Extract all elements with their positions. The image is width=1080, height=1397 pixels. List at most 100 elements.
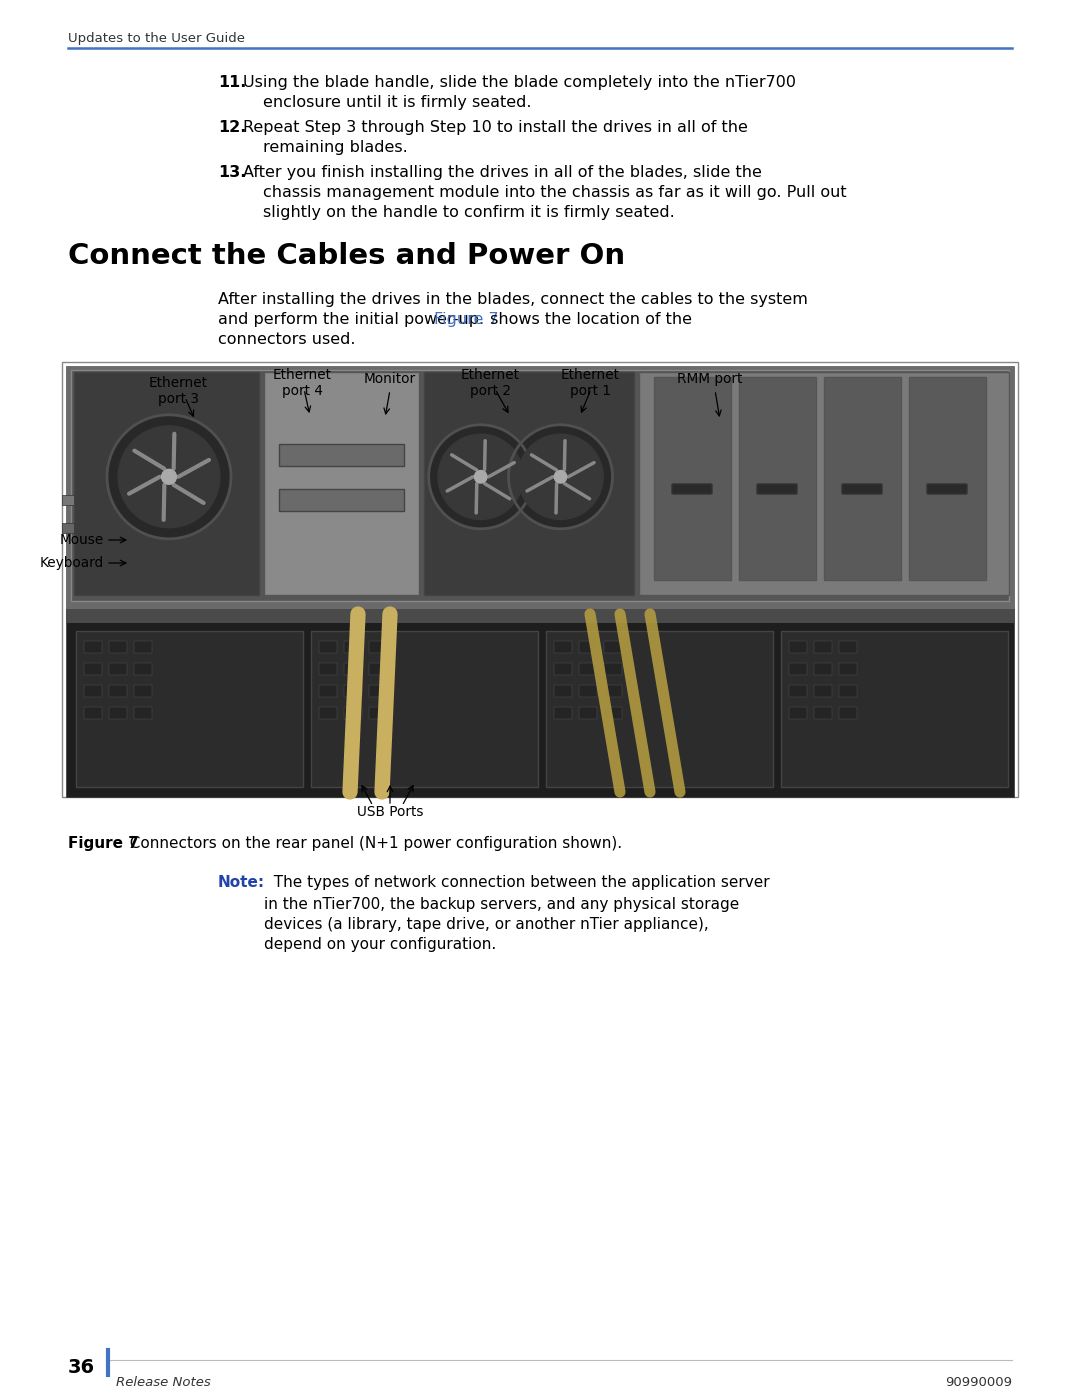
Text: Ethernet
port 3: Ethernet port 3	[149, 376, 207, 407]
FancyBboxPatch shape	[839, 664, 858, 675]
Text: Figure 7: Figure 7	[68, 835, 139, 851]
FancyBboxPatch shape	[369, 707, 387, 719]
FancyBboxPatch shape	[264, 372, 419, 595]
FancyBboxPatch shape	[109, 685, 127, 697]
FancyBboxPatch shape	[66, 609, 1014, 798]
Text: connectors used.: connectors used.	[218, 332, 355, 346]
Text: enclosure until it is firmly seated.: enclosure until it is firmly seated.	[264, 95, 531, 110]
FancyBboxPatch shape	[789, 707, 807, 719]
FancyBboxPatch shape	[75, 372, 259, 595]
FancyBboxPatch shape	[109, 641, 127, 652]
FancyBboxPatch shape	[909, 377, 986, 580]
FancyBboxPatch shape	[62, 362, 1018, 798]
FancyBboxPatch shape	[345, 685, 362, 697]
Text: depend on your configuration.: depend on your configuration.	[264, 937, 496, 951]
FancyBboxPatch shape	[319, 707, 337, 719]
Text: Using the blade handle, slide the blade completely into the nTier700: Using the blade handle, slide the blade …	[243, 75, 796, 89]
FancyBboxPatch shape	[842, 483, 882, 495]
FancyBboxPatch shape	[927, 483, 967, 495]
FancyBboxPatch shape	[369, 664, 387, 675]
FancyBboxPatch shape	[84, 664, 102, 675]
FancyBboxPatch shape	[66, 609, 1014, 623]
FancyBboxPatch shape	[814, 685, 832, 697]
Text: slightly on the handle to confirm it is firmly seated.: slightly on the handle to confirm it is …	[264, 205, 675, 219]
FancyBboxPatch shape	[757, 483, 797, 495]
FancyBboxPatch shape	[604, 664, 622, 675]
Text: in the nTier700, the backup servers, and any physical storage: in the nTier700, the backup servers, and…	[264, 897, 739, 912]
Circle shape	[509, 425, 612, 529]
FancyBboxPatch shape	[62, 522, 75, 532]
FancyBboxPatch shape	[814, 707, 832, 719]
FancyBboxPatch shape	[62, 495, 75, 504]
Text: 12.: 12.	[218, 120, 246, 136]
FancyBboxPatch shape	[546, 631, 773, 787]
Text: Ethernet
port 1: Ethernet port 1	[561, 367, 620, 398]
FancyBboxPatch shape	[554, 664, 572, 675]
FancyBboxPatch shape	[311, 631, 538, 787]
FancyBboxPatch shape	[319, 685, 337, 697]
FancyBboxPatch shape	[134, 664, 152, 675]
FancyBboxPatch shape	[134, 641, 152, 652]
FancyBboxPatch shape	[639, 372, 1009, 595]
Text: After installing the drives in the blades, connect the cables to the system: After installing the drives in the blade…	[218, 292, 808, 307]
Circle shape	[107, 415, 231, 539]
FancyBboxPatch shape	[66, 366, 1014, 609]
Text: After you finish installing the drives in all of the blades, slide the: After you finish installing the drives i…	[243, 165, 761, 180]
Text: 36: 36	[68, 1358, 95, 1377]
Text: Release Notes: Release Notes	[116, 1376, 211, 1389]
FancyBboxPatch shape	[839, 707, 858, 719]
FancyBboxPatch shape	[134, 707, 152, 719]
FancyBboxPatch shape	[109, 664, 127, 675]
FancyBboxPatch shape	[739, 377, 816, 580]
Text: Monitor: Monitor	[364, 372, 416, 386]
Text: Ethernet
port 2: Ethernet port 2	[460, 367, 519, 398]
FancyBboxPatch shape	[814, 664, 832, 675]
FancyBboxPatch shape	[345, 707, 362, 719]
FancyBboxPatch shape	[279, 444, 404, 467]
FancyBboxPatch shape	[84, 641, 102, 652]
FancyBboxPatch shape	[319, 641, 337, 652]
Circle shape	[429, 425, 532, 529]
FancyBboxPatch shape	[369, 641, 387, 652]
FancyBboxPatch shape	[76, 631, 303, 787]
Text: and perform the initial power-up.: and perform the initial power-up.	[218, 312, 489, 327]
FancyBboxPatch shape	[424, 372, 634, 595]
FancyBboxPatch shape	[604, 641, 622, 652]
Text: 90990009: 90990009	[945, 1376, 1012, 1389]
FancyBboxPatch shape	[654, 377, 731, 580]
FancyBboxPatch shape	[781, 631, 1008, 787]
FancyBboxPatch shape	[134, 685, 152, 697]
Text: 11.: 11.	[218, 75, 246, 89]
FancyBboxPatch shape	[579, 641, 597, 652]
FancyBboxPatch shape	[604, 685, 622, 697]
FancyBboxPatch shape	[579, 685, 597, 697]
FancyBboxPatch shape	[604, 707, 622, 719]
FancyBboxPatch shape	[319, 664, 337, 675]
FancyBboxPatch shape	[369, 685, 387, 697]
Text: Mouse: Mouse	[59, 534, 104, 548]
Circle shape	[438, 434, 524, 520]
Text: shows the location of the: shows the location of the	[485, 312, 691, 327]
FancyBboxPatch shape	[84, 685, 102, 697]
FancyBboxPatch shape	[814, 641, 832, 652]
FancyBboxPatch shape	[554, 707, 572, 719]
Text: Connect the Cables and Power On: Connect the Cables and Power On	[68, 242, 625, 270]
FancyBboxPatch shape	[789, 685, 807, 697]
FancyBboxPatch shape	[554, 641, 572, 652]
FancyBboxPatch shape	[345, 664, 362, 675]
Circle shape	[474, 471, 487, 483]
Text: Note:: Note:	[218, 875, 265, 890]
FancyBboxPatch shape	[839, 685, 858, 697]
Text: USB Ports: USB Ports	[356, 805, 423, 819]
Circle shape	[162, 469, 176, 485]
Text: Connectors on the rear panel (N+1 power configuration shown).: Connectors on the rear panel (N+1 power …	[120, 835, 622, 851]
FancyBboxPatch shape	[279, 489, 404, 511]
Circle shape	[554, 471, 567, 483]
FancyBboxPatch shape	[824, 377, 901, 580]
FancyBboxPatch shape	[672, 483, 712, 495]
FancyBboxPatch shape	[345, 641, 362, 652]
Text: chassis management module into the chassis as far as it will go. Pull out: chassis management module into the chass…	[264, 184, 847, 200]
Text: The types of network connection between the application server: The types of network connection between …	[264, 875, 770, 890]
FancyBboxPatch shape	[579, 664, 597, 675]
FancyBboxPatch shape	[84, 707, 102, 719]
